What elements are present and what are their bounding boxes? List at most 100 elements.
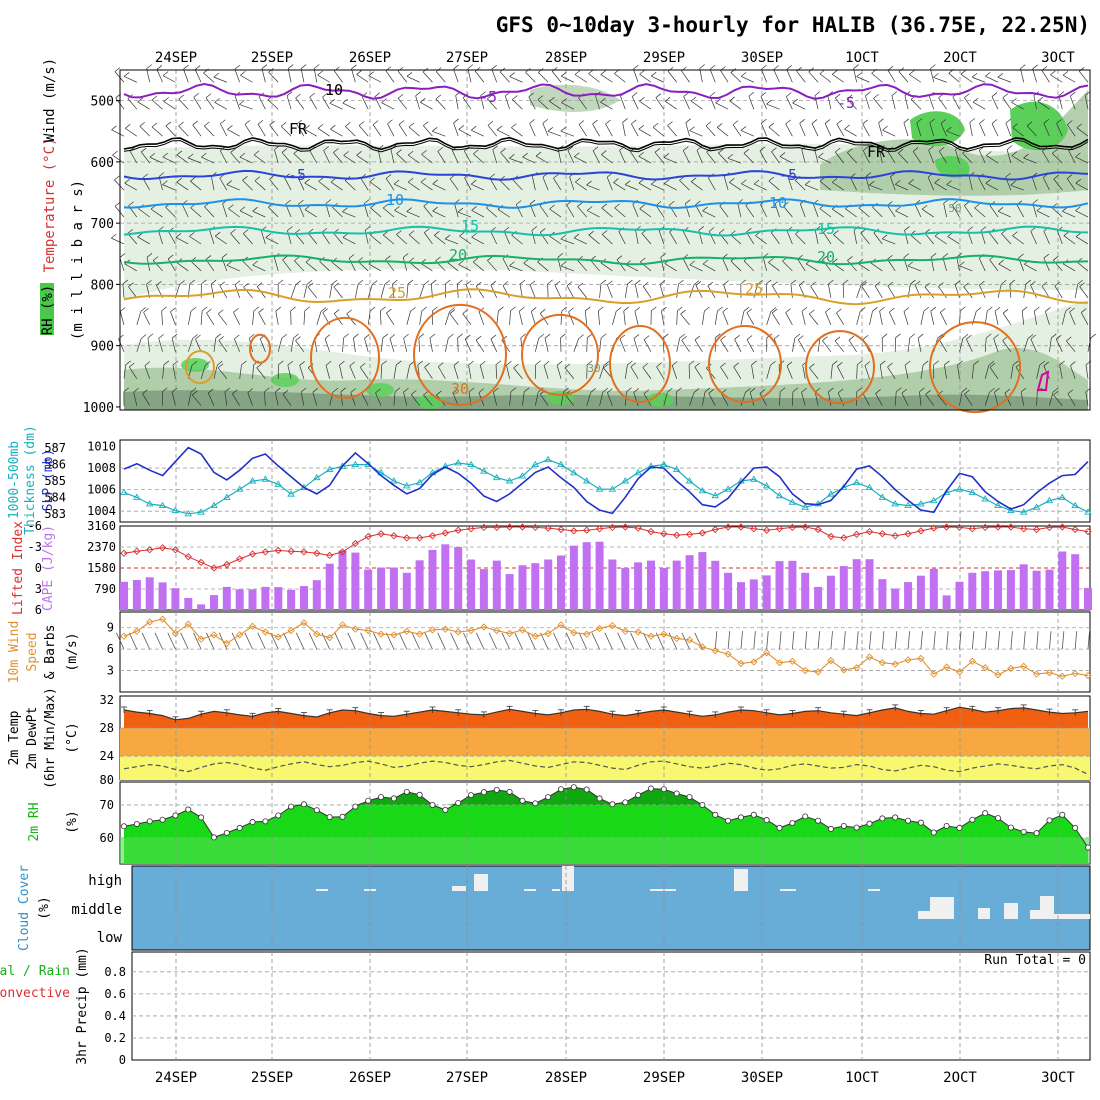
barb-flag — [574, 152, 580, 158]
wind-point — [801, 666, 809, 675]
barb-flag — [253, 150, 260, 156]
barb-flag — [421, 306, 428, 312]
barb — [1030, 285, 1037, 299]
barb — [167, 258, 176, 272]
barb — [796, 70, 806, 83]
wind-barb — [475, 632, 485, 650]
wind-point — [1032, 670, 1041, 678]
barb — [669, 231, 677, 245]
barb — [386, 312, 395, 326]
barb-flag — [861, 282, 867, 287]
barb-flag — [792, 387, 799, 392]
barb-flag — [529, 119, 535, 124]
barb-flag — [933, 360, 939, 366]
barb — [1062, 210, 1076, 218]
barb-flag — [1009, 279, 1016, 285]
barb — [447, 261, 459, 272]
ylabel-rh-unit: (%) — [65, 810, 80, 833]
barb-flag — [374, 92, 381, 97]
barb-flag — [680, 309, 686, 315]
barb-flag — [420, 98, 426, 103]
barb-flag — [453, 118, 459, 124]
barb — [824, 123, 832, 137]
barb-flag — [247, 388, 254, 393]
barb — [734, 339, 742, 352]
contour-magenta — [1036, 370, 1050, 391]
barb-flag — [449, 307, 455, 312]
barb-flag — [213, 72, 220, 78]
profile-tick-900: 900 — [91, 340, 114, 355]
barb — [740, 311, 745, 325]
barb-flag — [761, 64, 767, 70]
barb — [887, 70, 896, 83]
barb-flag — [230, 148, 236, 153]
cloud-bar-9 — [780, 889, 796, 891]
barb — [797, 258, 806, 272]
wind-point — [248, 622, 257, 630]
barb-flag — [165, 121, 172, 127]
barb-flag — [448, 333, 454, 339]
barb — [152, 260, 163, 272]
barb — [804, 184, 819, 191]
barb — [994, 311, 999, 325]
barb — [389, 338, 395, 352]
barb — [861, 286, 870, 299]
barb-flag — [143, 307, 149, 313]
barb — [682, 231, 690, 245]
barb — [332, 207, 343, 218]
barb-flag — [120, 307, 126, 312]
barb-flag — [549, 204, 555, 210]
barb — [165, 125, 176, 137]
wind-point — [184, 620, 192, 628]
ylabel-slp: SLP (mb) — [41, 449, 56, 512]
barb-flag — [432, 206, 438, 212]
thickness-point — [878, 493, 887, 500]
cape-bar-20 — [377, 567, 386, 610]
barb — [313, 68, 318, 83]
barb-flag — [946, 126, 952, 132]
barb — [457, 211, 472, 218]
barb — [1055, 339, 1063, 352]
wind-point — [878, 659, 886, 667]
thickness-point — [415, 478, 424, 486]
barb-flag — [766, 99, 772, 105]
rh-tick-60: 60 — [100, 831, 114, 845]
wind-barb — [128, 632, 138, 650]
li-tick-0: 0 — [35, 561, 42, 575]
barb — [985, 75, 999, 83]
barb — [518, 311, 523, 325]
barb-flag — [964, 93, 970, 98]
cape-bar-49 — [749, 579, 758, 610]
barb — [361, 393, 369, 406]
barb — [423, 125, 433, 137]
wind-barb — [463, 632, 472, 650]
barb — [475, 339, 485, 352]
barb-flag — [544, 333, 551, 339]
wind-point — [146, 618, 154, 626]
barb-flag — [836, 308, 842, 314]
barb — [799, 123, 806, 137]
barb-flag — [753, 179, 760, 185]
barb — [150, 208, 163, 218]
barb-flag — [552, 67, 558, 72]
barb-flag — [622, 118, 628, 123]
wind-point — [595, 624, 604, 633]
barb — [342, 211, 356, 218]
barb-flag — [230, 229, 236, 234]
wind-point — [865, 653, 874, 661]
barb — [575, 181, 587, 191]
barb-flag — [887, 362, 893, 368]
barb — [380, 284, 386, 298]
wind-point — [287, 626, 295, 635]
barb — [234, 338, 241, 352]
barb — [679, 180, 690, 191]
barb — [217, 313, 228, 326]
barb — [785, 312, 793, 326]
barb — [162, 184, 176, 191]
cape-bar-13 — [287, 589, 296, 610]
top-date-9: 3OCT — [1041, 50, 1075, 66]
li-point — [184, 553, 192, 561]
barb — [858, 207, 870, 218]
barb-flag — [161, 306, 167, 312]
rh-point — [198, 814, 205, 821]
